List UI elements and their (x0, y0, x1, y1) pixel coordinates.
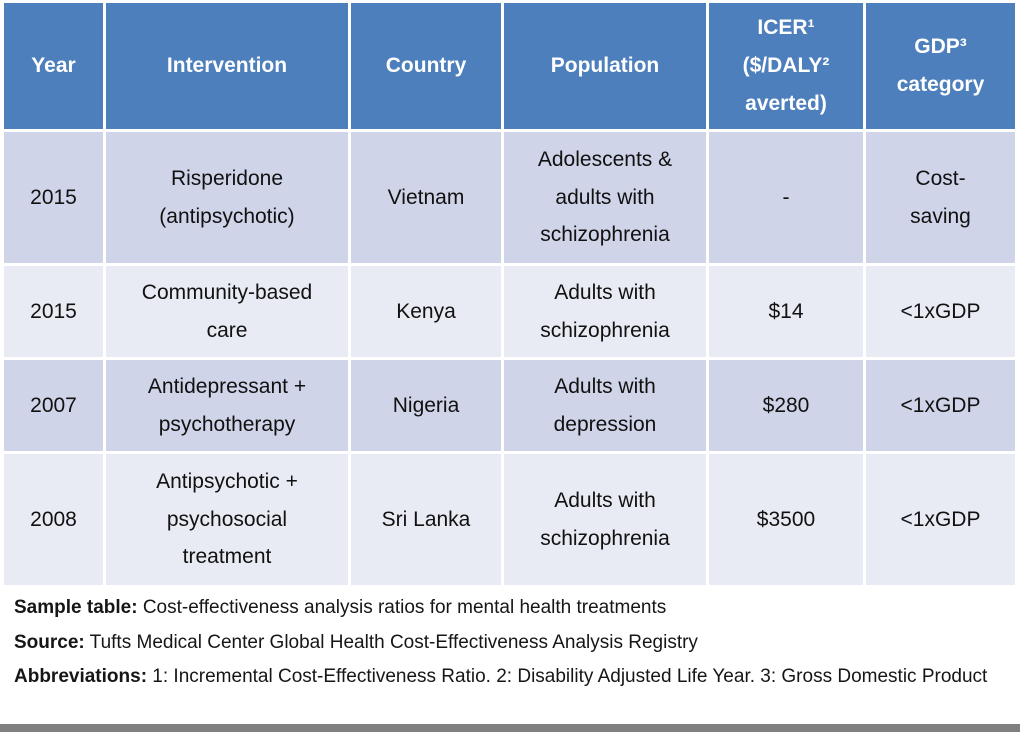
col-header-intervention: Intervention (106, 3, 348, 129)
cell-population: Adults with schizophrenia (504, 266, 706, 357)
table-row: 2007 Antidepressant + psychotherapy Nige… (4, 360, 1015, 451)
cell-year: 2015 (4, 266, 103, 357)
table-notes: Sample table: Cost-effectiveness analysi… (14, 594, 1006, 691)
cell-gdp-category: <1xGDP (866, 454, 1015, 585)
slide-bottom-bar (0, 724, 1020, 732)
table-row: 2015 Risperidone (antipsychotic) Vietnam… (4, 132, 1015, 263)
note-label: Sample table: (14, 597, 138, 618)
note-text: Cost-effectiveness analysis ratios for m… (137, 597, 667, 618)
cell-gdp-category: Cost-saving (866, 132, 1015, 263)
cell-gdp-category: <1xGDP (866, 360, 1015, 451)
note-text: Tufts Medical Center Global Health Cost-… (84, 631, 698, 653)
note-label: Source: (14, 631, 85, 653)
note-text: 1: Incremental Cost-Effectiveness Ratio.… (147, 666, 988, 688)
cell-icer: $14 (709, 266, 863, 357)
cell-country: Nigeria (351, 360, 501, 451)
table-row: 2008 Antipsychotic + psychosocial treatm… (4, 454, 1015, 585)
cell-gdp-category: <1xGDP (866, 266, 1015, 357)
cell-intervention: Antipsychotic + psychosocial treatment (106, 454, 348, 585)
note-source: Source: Tufts Medical Center Global Heal… (14, 629, 1006, 657)
cell-population: Adolescents & adults with schizophrenia (504, 132, 706, 263)
col-header-year: Year (4, 3, 103, 129)
cell-intervention: Community-based care (106, 266, 348, 357)
cell-population: Adults with schizophrenia (504, 454, 706, 585)
cell-country: Kenya (351, 266, 501, 357)
cell-intervention: Risperidone (antipsychotic) (106, 132, 348, 263)
cell-year: 2008 (4, 454, 103, 585)
cell-country: Sri Lanka (351, 454, 501, 585)
cell-country: Vietnam (351, 132, 501, 263)
cell-icer: $3500 (709, 454, 863, 585)
table-row: 2015 Community-based care Kenya Adults w… (4, 266, 1015, 357)
col-header-gdp-category: GDP³ category (866, 3, 1015, 129)
note-sample-table: Sample table: Cost-effectiveness analysi… (14, 594, 1006, 622)
note-label: Abbreviations: (14, 666, 148, 688)
cell-year: 2015 (4, 132, 103, 263)
col-header-country: Country (351, 3, 501, 129)
cell-intervention: Antidepressant + psychotherapy (106, 360, 348, 451)
col-header-population: Population (504, 3, 706, 129)
cell-population: Adults with depression (504, 360, 706, 451)
cell-icer: $280 (709, 360, 863, 451)
table-header-row: Year Intervention Country Population ICE… (4, 3, 1015, 129)
cost-effectiveness-table: Year Intervention Country Population ICE… (1, 0, 1018, 588)
cell-year: 2007 (4, 360, 103, 451)
cell-icer: - (709, 132, 863, 263)
col-header-icer: ICER¹ ($/DALY² averted) (709, 3, 863, 129)
note-abbreviations: Abbreviations: 1: Incremental Cost-Effec… (14, 663, 1006, 691)
